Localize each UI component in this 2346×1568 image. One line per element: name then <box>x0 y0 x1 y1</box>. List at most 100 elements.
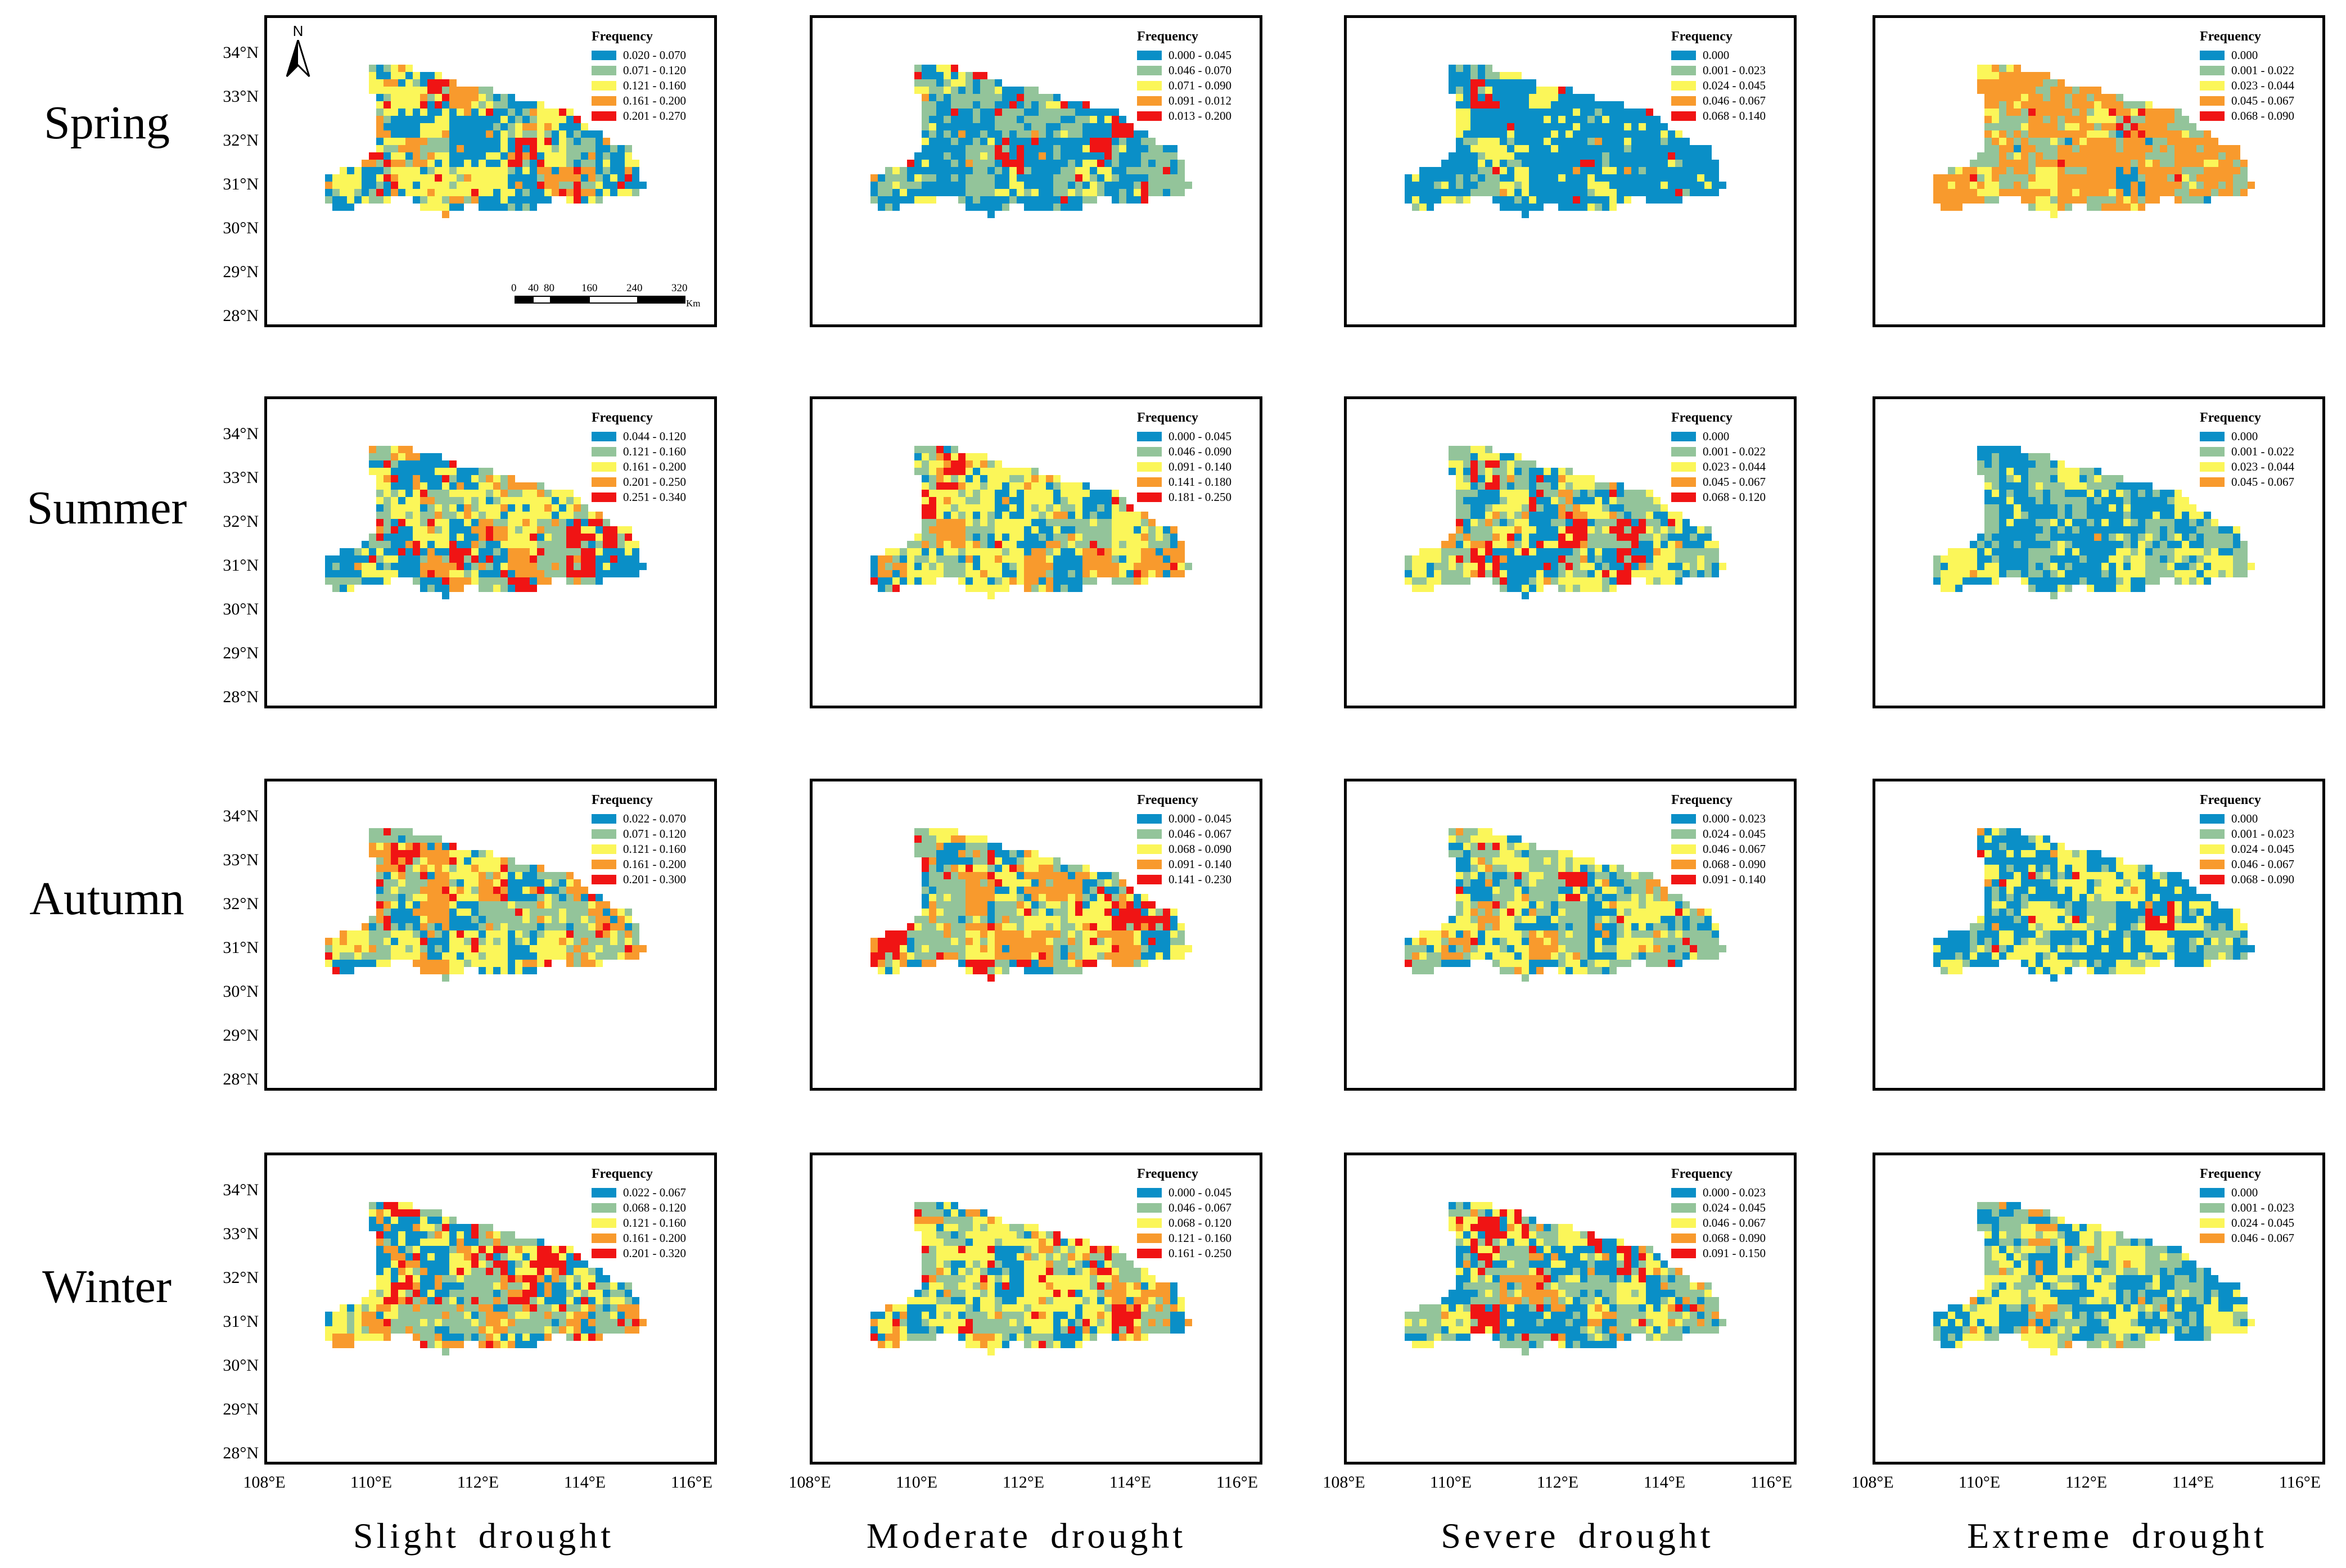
legend-swatch <box>1671 447 1696 457</box>
map-legend: Frequency 0.000 0.001 - 0.023 0.024 - 0.045… <box>2200 793 2294 887</box>
legend-swatch <box>1137 1233 1162 1243</box>
legend-item: 0.023 - 0.044 <box>2200 78 2294 93</box>
legend-item: 0.013 - 0.200 <box>1137 109 1231 124</box>
legend-swatch <box>1137 1188 1162 1198</box>
scale-unit: Km <box>686 298 701 309</box>
legend-title: Frequency <box>2200 29 2261 44</box>
legend-range: 0.001 - 0.023 <box>1703 64 1766 77</box>
y-tick-label: 31°N <box>223 175 259 193</box>
legend-range: 0.071 - 0.120 <box>623 64 686 77</box>
drought-frequency-map <box>1405 1202 1726 1355</box>
legend-item: 0.045 - 0.067 <box>1671 475 1766 490</box>
legend-range: 0.068 - 0.120 <box>1169 1216 1231 1230</box>
legend-title: Frequency <box>2200 793 2261 807</box>
map-legend: Frequency 0.000 - 0.023 0.024 - 0.045 0.046… <box>1671 793 1766 887</box>
map-panel-winter-1: Frequency 0.022 - 0.067 0.068 - 0.120 0.121… <box>264 1153 717 1465</box>
legend-swatch <box>592 1188 616 1198</box>
legend-swatch <box>2200 1233 2225 1243</box>
legend-item: 0.046 - 0.067 <box>1671 93 1766 109</box>
legend-item: 0.141 - 0.180 <box>1137 475 1231 490</box>
legend-item: 0.044 - 0.120 <box>592 429 686 444</box>
legend-item: 0.024 - 0.045 <box>2200 842 2294 857</box>
legend-range: 0.121 - 0.160 <box>623 79 686 92</box>
map-legend: Frequency 0.000 0.001 - 0.022 0.023 - 0.044… <box>2200 29 2294 124</box>
x-tick-label: 116°E <box>1750 1473 1793 1492</box>
legend-title: Frequency <box>592 29 653 44</box>
legend-range: 0.161 - 0.200 <box>623 857 686 871</box>
legend-range: 0.000 - 0.023 <box>1703 812 1766 825</box>
x-tick-label: 108°E <box>788 1473 831 1492</box>
legend-range: 0.001 - 0.023 <box>2231 827 2294 841</box>
map-legend: Frequency 0.000 - 0.023 0.024 - 0.045 0.046… <box>1671 1167 1766 1261</box>
legend-swatch <box>2200 81 2225 91</box>
legend-range: 0.000 <box>2231 48 2258 62</box>
legend-range: 0.068 - 0.120 <box>623 1201 686 1214</box>
legend-range: 0.071 - 0.120 <box>623 827 686 841</box>
legend-range: 0.024 - 0.045 <box>1703 79 1766 92</box>
legend-title: Frequency <box>2200 1167 2261 1181</box>
x-tick-label: 108°E <box>1323 1473 1365 1492</box>
drought-frequency-map <box>1933 828 2255 982</box>
legend-swatch <box>1671 51 1696 60</box>
y-tick-label: 29°N <box>223 1026 259 1045</box>
legend-range: 0.121 - 0.160 <box>623 842 686 856</box>
scale-label: 80 <box>544 282 554 294</box>
legend-range: 0.001 - 0.022 <box>2231 445 2294 458</box>
x-tick-label: 116°E <box>2279 1473 2321 1492</box>
legend-swatch <box>1671 814 1696 824</box>
legend-range: 0.046 - 0.067 <box>2231 1231 2294 1245</box>
map-legend: Frequency 0.044 - 0.120 0.121 - 0.160 0.161… <box>592 410 686 505</box>
legend-title: Frequency <box>1671 1167 1733 1181</box>
y-tick-label: 30°N <box>223 1356 259 1375</box>
legend-title: Frequency <box>1137 29 1198 44</box>
legend-swatch <box>1671 860 1696 869</box>
legend-range: 0.024 - 0.045 <box>1703 1201 1766 1214</box>
column-label-3: Severe drought <box>1441 1516 1714 1556</box>
legend-item: 0.068 - 0.120 <box>1137 1215 1231 1231</box>
legend-item: 0.046 - 0.067 <box>1137 1200 1231 1215</box>
legend-range: 0.024 - 0.045 <box>2231 842 2294 856</box>
legend-item: 0.000 <box>2200 429 2294 444</box>
legend-swatch <box>592 1218 616 1228</box>
legend-range: 0.091 - 0.150 <box>1703 1246 1766 1260</box>
x-tick-label: 114°E <box>1109 1473 1152 1492</box>
legend-range: 0.045 - 0.067 <box>2231 94 2294 107</box>
legend-range: 0.046 - 0.090 <box>1169 445 1231 458</box>
legend-range: 0.046 - 0.067 <box>1169 1201 1231 1214</box>
drought-frequency-map <box>325 446 647 599</box>
legend-item: 0.068 - 0.090 <box>1137 842 1231 857</box>
drought-frequency-map <box>870 828 1192 982</box>
legend-item: 0.024 - 0.045 <box>2200 1215 2294 1231</box>
legend-swatch <box>2200 1203 2225 1213</box>
legend-swatch <box>1671 1249 1696 1258</box>
x-tick-label: 116°E <box>670 1473 713 1492</box>
map-legend: Frequency 0.000 0.001 - 0.022 0.023 - 0.044… <box>2200 410 2294 490</box>
legend-item: 0.022 - 0.070 <box>592 811 686 826</box>
y-tick-label: 30°N <box>223 219 259 237</box>
legend-swatch <box>592 111 616 121</box>
legend-swatch <box>2200 477 2225 487</box>
legend-range: 0.161 - 0.200 <box>623 1231 686 1245</box>
scale-label: 40 <box>528 282 539 294</box>
scale-label: 160 <box>581 282 598 294</box>
legend-range: 0.000 <box>1703 48 1730 62</box>
legend-swatch <box>1137 1218 1162 1228</box>
legend-item: 0.141 - 0.230 <box>1137 872 1231 887</box>
y-tick-label: 28°N <box>223 688 259 706</box>
legend-range: 0.121 - 0.160 <box>623 1216 686 1230</box>
legend-swatch <box>2200 96 2225 106</box>
legend-swatch <box>592 462 616 472</box>
y-tick-label: 33°N <box>223 468 259 487</box>
legend-range: 0.044 - 0.120 <box>623 430 686 443</box>
map-panel-spring-1: Frequency 0.020 - 0.070 0.071 - 0.120 0.121… <box>264 15 717 327</box>
legend-range: 0.201 - 0.250 <box>623 475 686 489</box>
drought-frequency-map <box>1933 65 2255 218</box>
legend-item: 0.045 - 0.067 <box>2200 475 2294 490</box>
y-tick-label: 28°N <box>223 1444 259 1462</box>
legend-item: 0.251 - 0.340 <box>592 490 686 505</box>
legend-title: Frequency <box>2200 410 2261 425</box>
legend-swatch <box>592 477 616 487</box>
y-tick-label: 28°N <box>223 1070 259 1088</box>
legend-item: 0.000 <box>2200 811 2294 826</box>
map-legend: Frequency 0.000 0.001 - 0.022 0.023 - 0.044… <box>1671 410 1766 505</box>
